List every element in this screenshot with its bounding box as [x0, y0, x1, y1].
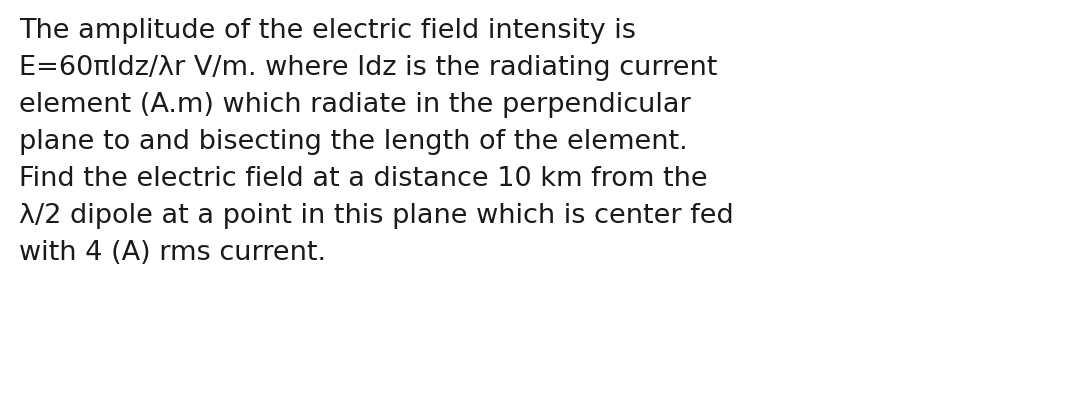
Text: The amplitude of the electric field intensity is
E=60πIdz/λr V/m. where Idz is t: The amplitude of the electric field inte…	[19, 18, 734, 266]
